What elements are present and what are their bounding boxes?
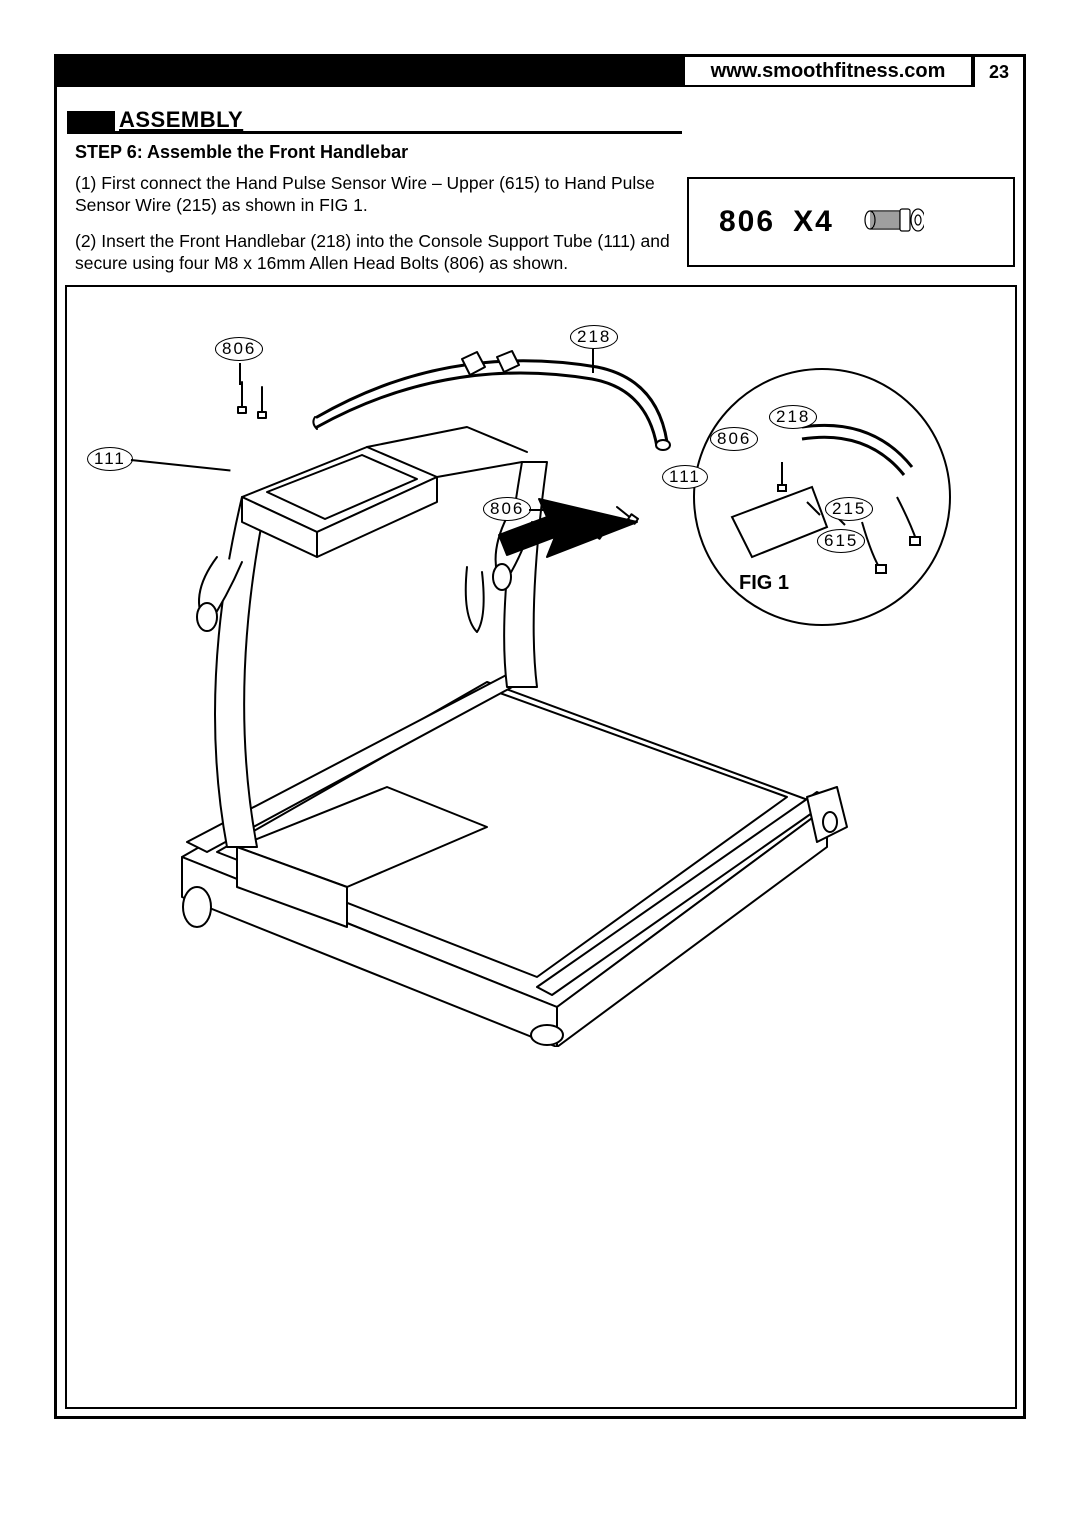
- assembly-diagram: 806 218 111 806 218 806 111 215 615: [65, 285, 1017, 1409]
- callout-218-b: 218: [769, 405, 817, 429]
- header-url: www.smoothfitness.com: [711, 60, 946, 83]
- page-frame: www.smoothfitness.com 23 ASSEMBLY STEP 6…: [54, 54, 1026, 1419]
- leader-line: [592, 349, 594, 373]
- callout-111-b: 111: [662, 465, 708, 489]
- callout-111-a: 111: [87, 447, 133, 471]
- leader-line: [239, 363, 241, 385]
- parts-quantity: X4: [793, 205, 834, 239]
- instruction-paragraph-2: (2) Insert the Front Handlebar (218) int…: [75, 231, 675, 275]
- fig-1-label: FIG 1: [739, 572, 789, 595]
- step-title: STEP 6: Assemble the Front Handlebar: [75, 142, 408, 163]
- instruction-paragraph-1: (1) First connect the Hand Pulse Sensor …: [75, 173, 665, 217]
- callout-806-a: 806: [215, 337, 263, 361]
- header-url-box: www.smoothfitness.com: [683, 57, 973, 87]
- callout-215: 215: [825, 497, 873, 521]
- header-page-number-box: 23: [973, 57, 1023, 87]
- header-page-number: 23: [989, 62, 1009, 83]
- section-title-underline: [67, 131, 682, 134]
- allen-bolt-icon: [864, 207, 924, 238]
- parts-required-box: 806 X4: [687, 177, 1015, 267]
- section-title-marker: [67, 111, 115, 131]
- callout-806-b: 806: [483, 497, 531, 521]
- parts-part-number: 806: [719, 205, 775, 239]
- section-title: ASSEMBLY: [119, 107, 243, 133]
- detail-circle-fig1: [672, 347, 972, 647]
- callout-806-c: 806: [710, 427, 758, 451]
- callout-218-a: 218: [570, 325, 618, 349]
- callout-615: 615: [817, 529, 865, 553]
- leader-line: [529, 509, 585, 511]
